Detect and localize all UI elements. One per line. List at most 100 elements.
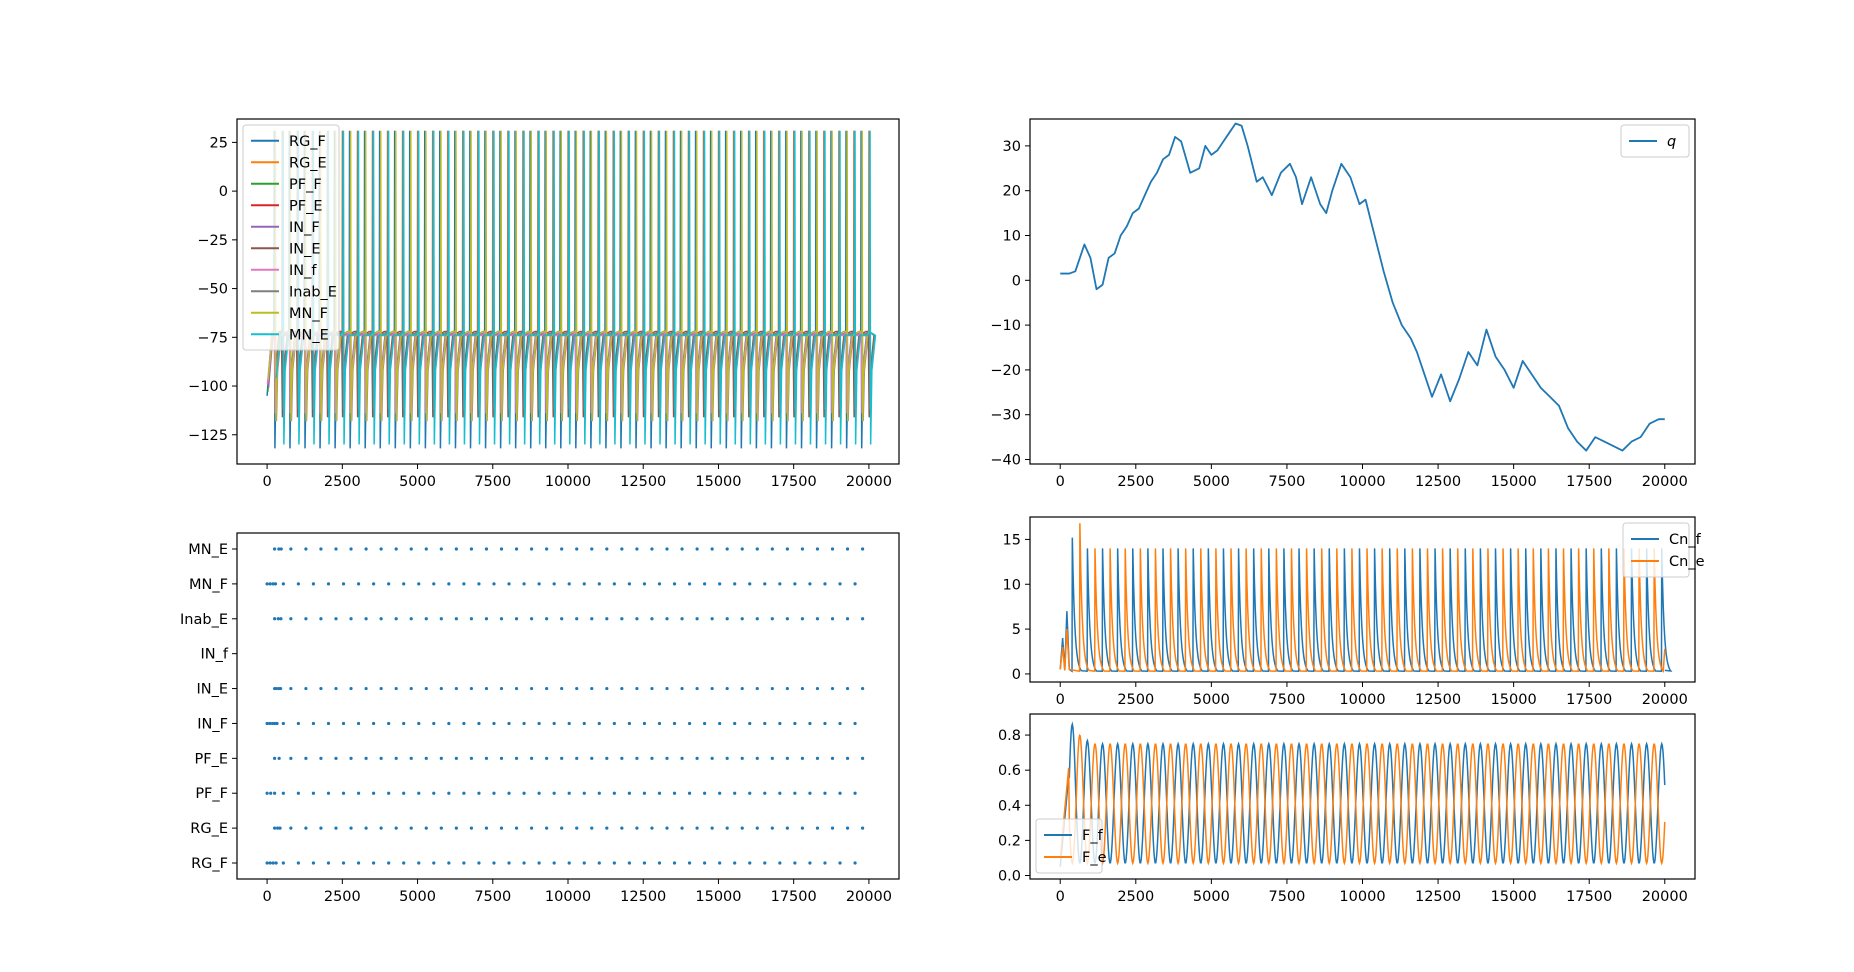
spike-point	[785, 617, 789, 621]
spike-point	[703, 582, 707, 586]
spike-point	[334, 756, 338, 760]
y-tick-label: 0	[1012, 273, 1021, 289]
spike-point	[454, 756, 458, 760]
spike-point	[770, 686, 774, 691]
spike-point	[349, 756, 353, 760]
spike-point	[492, 721, 496, 726]
spike-point	[319, 547, 323, 551]
y-tick-label: 0.2	[998, 833, 1021, 849]
spike-point	[477, 721, 481, 726]
x-tick-label: 12500	[620, 889, 666, 905]
legend-label: RG_F	[289, 134, 326, 150]
spike-point	[289, 826, 293, 830]
spike-point	[860, 756, 865, 760]
series-line-f-e	[1059, 733, 1666, 866]
spike-point	[499, 617, 504, 621]
legend-label: Cn_e	[1669, 554, 1705, 570]
series-line-mn-e	[275, 130, 877, 445]
x-tick-label: 17500	[1566, 692, 1612, 708]
spike-point	[778, 721, 782, 726]
spike-point	[755, 547, 759, 551]
spike-point	[763, 861, 767, 865]
spike-point	[800, 617, 805, 621]
spike-point	[830, 756, 835, 760]
spike-point	[710, 686, 714, 691]
spike-point	[514, 547, 519, 551]
spike-point	[650, 826, 654, 830]
series-line-f-f	[1059, 721, 1666, 867]
spike-point	[507, 721, 511, 726]
spike-point	[545, 547, 549, 551]
spike-point	[265, 861, 269, 865]
spike-point	[424, 686, 428, 691]
y-tick-label: −30	[990, 408, 1021, 424]
spike-point	[725, 686, 729, 691]
x-tick-label: 12500	[620, 474, 666, 490]
spike-point	[529, 826, 534, 830]
spike-point	[823, 791, 827, 795]
spike-point	[514, 617, 519, 621]
spike-point	[537, 721, 541, 726]
spike-point	[334, 547, 338, 551]
x-tick-label: 17500	[771, 474, 817, 490]
x-tick-label: 7500	[1268, 889, 1305, 905]
spike-point	[349, 826, 353, 830]
spike-point	[454, 826, 458, 830]
spike-point	[567, 721, 571, 726]
spike-point	[680, 547, 684, 551]
spike-point	[582, 861, 586, 865]
x-tick-label: 20000	[846, 889, 892, 905]
spike-point	[265, 582, 269, 586]
spike-point	[289, 547, 293, 551]
spike-point	[379, 686, 383, 691]
spike-point	[394, 756, 398, 760]
y-tick-label: −125	[188, 428, 228, 444]
legend-label: RG_E	[289, 155, 327, 171]
spike-point	[409, 756, 413, 760]
legend-label: F_e	[1082, 850, 1107, 866]
x-tick-label: 12500	[1415, 474, 1461, 490]
x-tick-label: 17500	[1566, 474, 1612, 490]
spike-point	[620, 617, 624, 621]
spike-point	[605, 826, 609, 830]
y-tick-label: 30	[1003, 139, 1021, 155]
x-tick-label: 5000	[1193, 889, 1230, 905]
spike-point	[424, 756, 428, 760]
spike-point	[447, 721, 451, 726]
spike-point	[605, 547, 609, 551]
spike-point	[687, 861, 692, 865]
spike-point	[725, 617, 729, 621]
legend-label: MN_E	[289, 327, 329, 343]
spike-point	[484, 826, 489, 830]
spike-point	[785, 756, 789, 760]
spike-point	[567, 582, 571, 586]
spike-point	[424, 617, 428, 621]
spike-point	[635, 756, 639, 760]
spike-point	[507, 582, 511, 586]
y-tick-label: 10	[1003, 577, 1021, 593]
spike-point	[560, 686, 564, 691]
spike-point	[319, 756, 323, 760]
spike-point	[289, 617, 293, 621]
spike-point	[672, 791, 677, 795]
spike-point	[590, 826, 594, 830]
spike-point	[273, 617, 277, 621]
voltage-traces-plot: 0 2500 5000 7500 10000 12500 15000 17500 20000 25…	[188, 118, 900, 490]
spike-point	[387, 861, 391, 865]
y-tick-label: 0.8	[998, 728, 1021, 744]
spike-point	[748, 721, 752, 726]
spike-point	[268, 721, 272, 726]
spike-point	[793, 582, 797, 586]
spike-point	[319, 617, 323, 621]
spike-point	[394, 826, 398, 830]
spike-point	[447, 861, 451, 865]
spike-point	[278, 826, 282, 830]
spike-point	[387, 721, 391, 726]
spike-point	[409, 826, 413, 830]
spike-point	[484, 686, 489, 691]
spike-point	[718, 791, 722, 795]
spike-point	[462, 791, 466, 795]
spike-point	[830, 617, 835, 621]
spike-point	[537, 861, 541, 865]
